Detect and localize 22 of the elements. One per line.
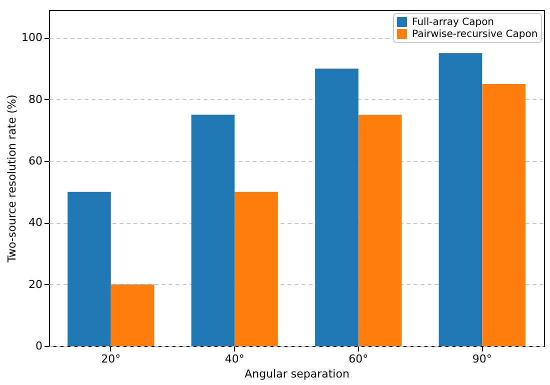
y-tick-label: 100	[22, 31, 42, 44]
x-tick-label: 60°	[348, 352, 368, 366]
bar	[110, 284, 154, 346]
bar	[315, 68, 358, 346]
y-tick-label: 40	[28, 216, 42, 230]
bar	[482, 84, 526, 346]
y-tick-label: 80	[28, 92, 42, 106]
x-tick-label: 40°	[224, 352, 244, 366]
y-axis-title: Two-source resolution rate (%)	[6, 94, 19, 264]
y-tick-label: 20	[28, 278, 42, 291]
legend-label: Full-array Capon	[412, 17, 494, 28]
bar	[358, 114, 402, 346]
bar	[438, 53, 482, 346]
legend-label: Pairwise-recursive Capon	[412, 29, 538, 40]
bar	[234, 192, 278, 346]
bar	[191, 114, 235, 346]
x-axis-title: Angular separation	[244, 368, 350, 380]
bar	[68, 192, 111, 346]
y-tick-label: 0	[36, 340, 42, 352]
x-tick-label: 20°	[101, 352, 121, 366]
y-tick-label: 60	[28, 154, 42, 168]
x-tick-label: 90°	[472, 352, 492, 366]
